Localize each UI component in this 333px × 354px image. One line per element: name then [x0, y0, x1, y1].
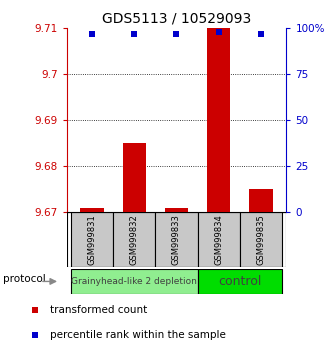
Bar — [71, 212, 113, 267]
Bar — [207, 28, 230, 212]
Text: GSM999834: GSM999834 — [214, 215, 223, 265]
Text: protocol: protocol — [3, 274, 46, 284]
Text: GSM999833: GSM999833 — [172, 215, 181, 265]
Text: control: control — [218, 275, 262, 288]
Bar — [197, 269, 282, 294]
Bar — [113, 212, 156, 267]
Text: transformed count: transformed count — [50, 305, 148, 315]
Bar — [165, 208, 188, 212]
Bar — [249, 189, 273, 212]
Bar — [80, 208, 104, 212]
Bar — [240, 212, 282, 267]
Text: GSM999835: GSM999835 — [256, 215, 265, 265]
Text: percentile rank within the sample: percentile rank within the sample — [50, 330, 226, 339]
Text: Grainyhead-like 2 depletion: Grainyhead-like 2 depletion — [71, 277, 197, 286]
Title: GDS5113 / 10529093: GDS5113 / 10529093 — [102, 12, 251, 26]
Bar — [156, 212, 197, 267]
Text: GSM999832: GSM999832 — [130, 215, 139, 265]
Text: GSM999831: GSM999831 — [88, 215, 97, 265]
Bar — [123, 143, 146, 212]
Bar — [71, 269, 197, 294]
Bar — [197, 212, 240, 267]
